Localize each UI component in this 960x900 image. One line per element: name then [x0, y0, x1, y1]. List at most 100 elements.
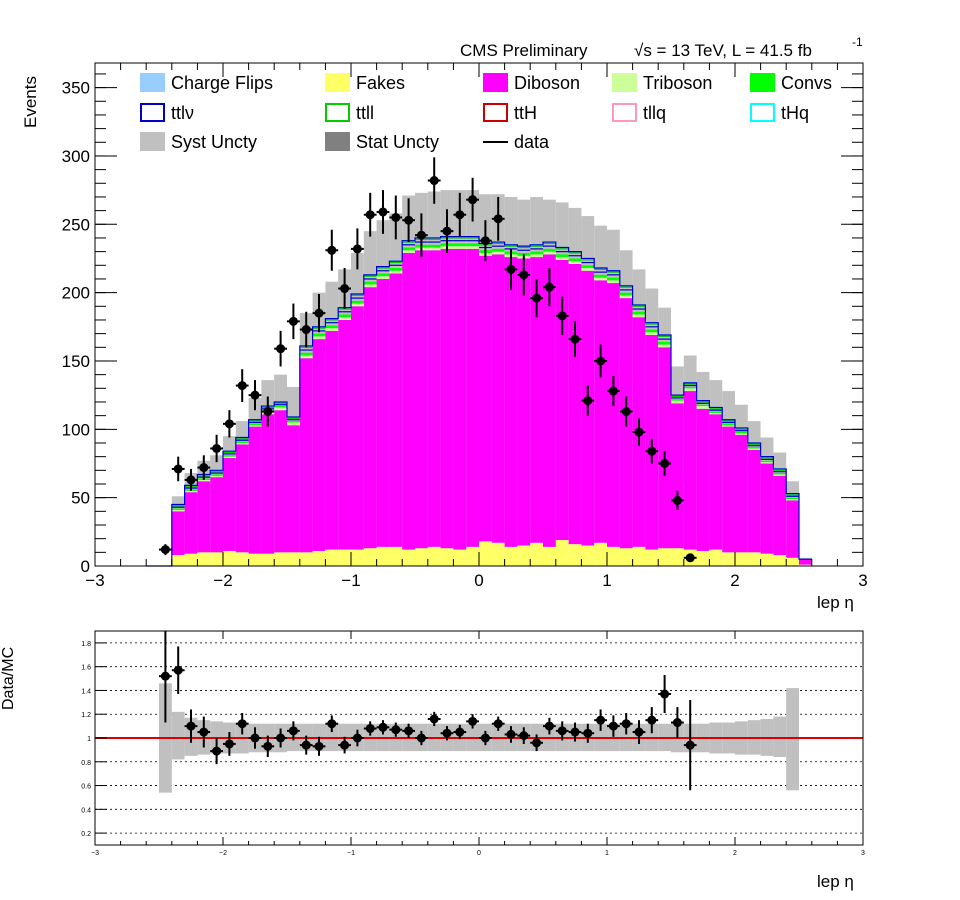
stack-segment-Triboson — [671, 400, 684, 404]
stack-segment-Diboson — [479, 255, 492, 542]
stack-segment-Fakes — [747, 552, 761, 566]
legend-label: tllq — [643, 103, 666, 123]
data-point — [224, 419, 234, 429]
legend-label: Triboson — [643, 73, 712, 93]
legend-label: ttll — [356, 103, 374, 123]
ratio-point — [224, 739, 234, 749]
x-tick-label: −3 — [85, 571, 104, 590]
stack-segment-Convs — [581, 265, 595, 269]
stack-segment-Convs — [210, 474, 223, 476]
stack-segment-Triboson — [773, 474, 787, 476]
stack-segment-Fakes — [440, 548, 454, 566]
stack-segment-Convs — [709, 411, 723, 413]
ratio-point — [327, 719, 337, 729]
stack-segment-Fakes — [530, 542, 543, 566]
stack-segment-Fakes — [581, 545, 595, 566]
stack-segment-Fakes — [517, 545, 531, 566]
data-point — [557, 311, 567, 321]
ratio-point — [468, 716, 478, 726]
stack-segment-Fakes — [619, 548, 633, 566]
y-tick-label: 300 — [62, 147, 90, 166]
stack-segment-Convs — [171, 508, 185, 510]
data-point — [173, 464, 183, 474]
stack-segment-Convs — [786, 497, 799, 500]
stack-segment-Convs — [722, 423, 735, 426]
stack-segment-Triboson — [287, 422, 300, 426]
legend-label: Syst Uncty — [171, 132, 257, 152]
stack-segment-Diboson — [658, 347, 671, 549]
stack-segment-Fakes — [543, 546, 556, 566]
stack-segment-Convs — [389, 268, 403, 271]
stack-segment-Fakes — [427, 546, 441, 566]
stack-segment-Convs — [632, 311, 646, 315]
stack-segment-Diboson — [696, 408, 710, 551]
stack-total-outline — [146, 235, 812, 567]
stack-segment-Fakes — [773, 555, 787, 566]
syst-band-bin — [325, 281, 339, 338]
stack-segment-Triboson — [645, 332, 659, 336]
stack-segment-Convs — [530, 251, 543, 255]
stack-segment-Convs — [363, 281, 377, 285]
stack-segment-Diboson — [440, 248, 454, 549]
data-point — [532, 293, 542, 303]
legend-label: Diboson — [514, 73, 580, 93]
stack-segment-Diboson — [427, 250, 441, 547]
ratio-point — [429, 714, 439, 724]
stack-segment-Fakes — [607, 546, 620, 566]
syst-band-bin — [363, 231, 377, 297]
ratio-point — [250, 733, 260, 743]
stack-segment-Diboson — [210, 477, 223, 553]
stack-segment-Convs — [645, 329, 659, 333]
stack-segment-Fakes — [299, 552, 313, 566]
stack-segment-Diboson — [555, 259, 569, 541]
stack-segment-Triboson — [594, 277, 607, 281]
ratio-point — [685, 740, 695, 750]
x-tick-label: −1 — [341, 571, 360, 590]
ratio-y-tick-label: 0.6 — [81, 784, 91, 791]
ratio-point — [186, 721, 196, 731]
stack-segment-Diboson — [607, 283, 620, 547]
ratio-point — [340, 740, 350, 750]
ratio-point — [199, 727, 209, 737]
data-point — [186, 475, 196, 485]
stack-segment-Fakes — [261, 553, 275, 566]
stack-segment-Triboson — [555, 257, 569, 260]
legend-label: Convs — [781, 73, 832, 93]
legend-swatch — [612, 73, 637, 92]
stack-segment-Triboson — [632, 314, 646, 318]
stack-segment-Diboson — [351, 306, 364, 550]
stack-segment-Diboson — [491, 254, 505, 543]
ratio-point — [660, 689, 670, 699]
stack-segment-Fakes — [466, 546, 479, 566]
stack-segment-Convs — [312, 333, 326, 337]
stack-segment-Diboson — [760, 463, 774, 554]
ratio-point — [519, 731, 529, 741]
stack-segment-Diboson — [594, 280, 607, 543]
y-tick-label: 100 — [62, 420, 90, 439]
stack-segment-Triboson — [248, 425, 262, 427]
stack-segment-Triboson — [274, 407, 287, 411]
stack-segment-Diboson — [325, 330, 339, 550]
stack-segment-Diboson — [261, 414, 275, 554]
stack-segment-Fakes — [363, 548, 377, 566]
legend: Charge Flips Fakes Diboson Triboson Convs ttl… — [140, 73, 832, 152]
stack-segment-Convs — [735, 432, 748, 434]
ratio-point — [532, 738, 542, 748]
stack-segment-Fakes — [453, 549, 467, 566]
data-point — [416, 230, 426, 240]
ratio-y-tick-label: 1 — [87, 736, 91, 743]
stack-segment-Convs — [453, 243, 467, 247]
data-point — [391, 212, 401, 222]
stack-segment-Triboson — [325, 328, 339, 331]
stack-segment-Diboson — [517, 258, 531, 546]
main-plot-panel: −3 −2 −1 0 1 2 3 0 50 100 150 200 250 300 350 — [62, 62, 868, 590]
legend-swatch — [325, 132, 350, 151]
stack-segment-Fakes — [274, 552, 287, 566]
stack-segment-Triboson — [453, 246, 467, 249]
data-point — [301, 325, 311, 335]
data-point — [685, 553, 695, 563]
stack-segment-Fakes — [735, 552, 748, 566]
stack-segment-Fakes — [338, 549, 351, 566]
stack-segment-Fakes — [223, 550, 236, 566]
